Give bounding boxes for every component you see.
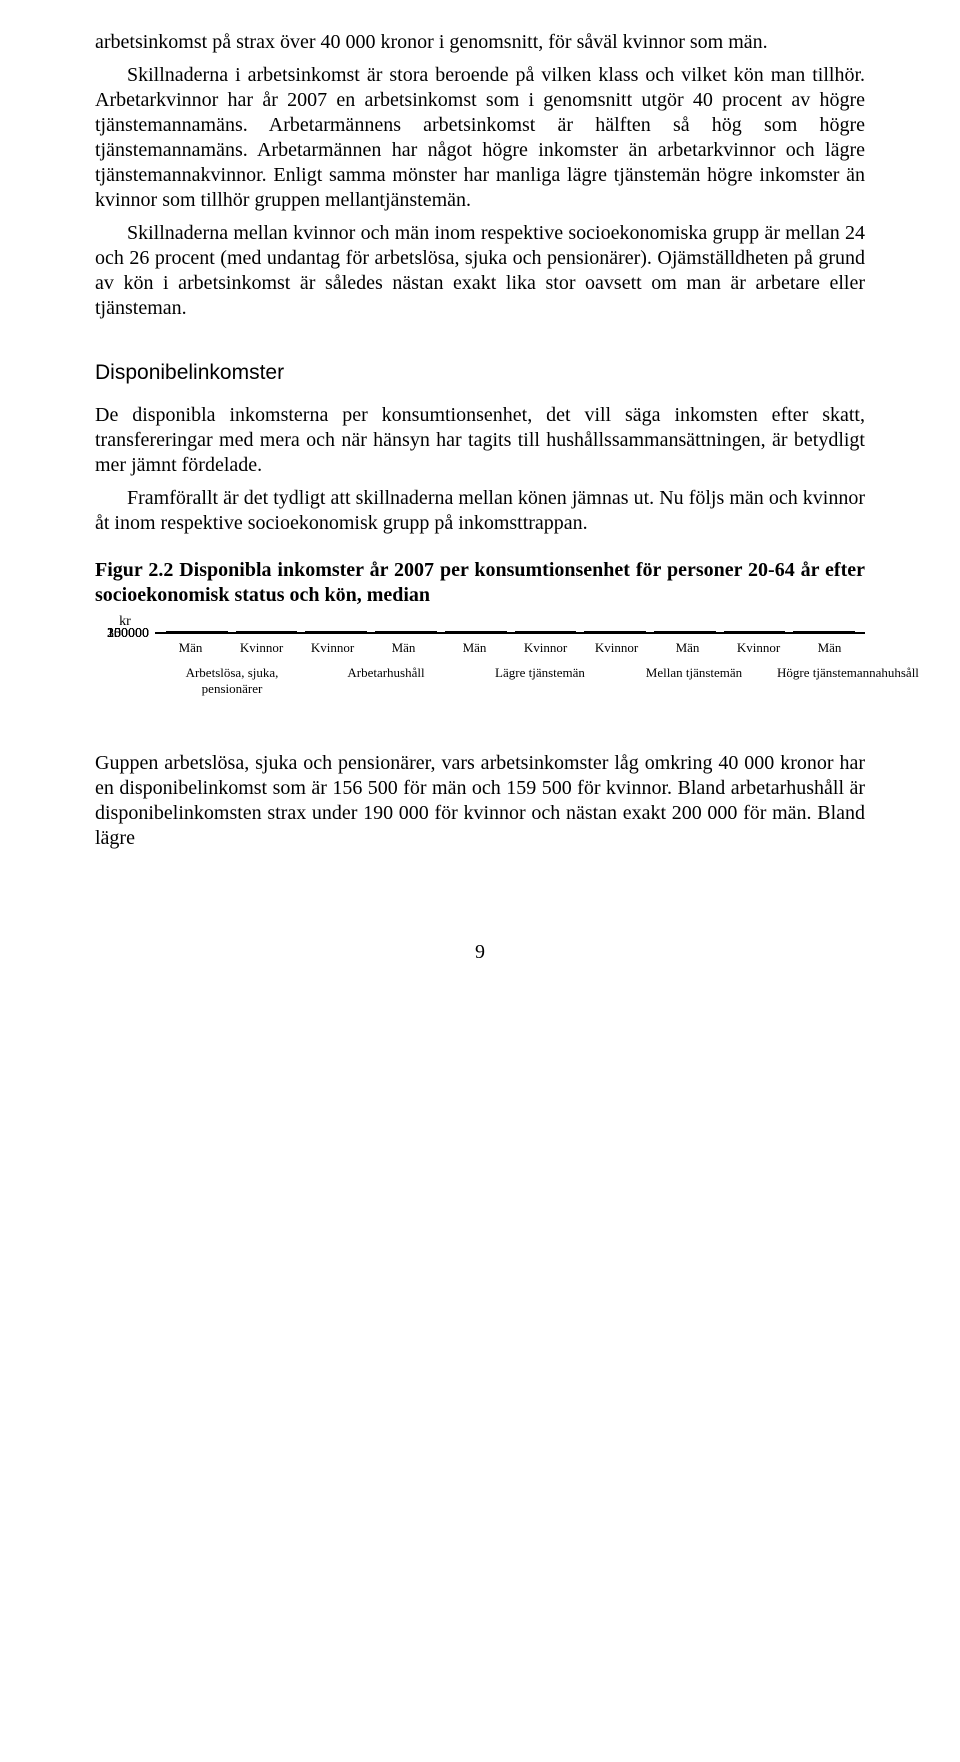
x-tick-label: Män (439, 634, 510, 656)
x-group-label: Arbetslösa, sjuka, pensionärer (155, 664, 309, 696)
y-tick-label: 300000 (107, 626, 149, 642)
x-tick-label: Kvinnor (297, 634, 368, 656)
x-axis-group-labels: Arbetslösa, sjuka, pensionärerArbetarhus… (155, 664, 925, 696)
x-tick-label: Kvinnor (723, 634, 794, 656)
paragraph: Skillnaderna mellan kvinnor och män inom… (95, 221, 865, 321)
text: Framförallt är det tydligt att skillnade… (95, 487, 865, 534)
x-group-label: Mellan tjänstemän (617, 664, 771, 696)
x-tick-label: Män (155, 634, 226, 656)
x-tick-label: Män (368, 634, 439, 656)
x-group-label: Arbetarhushåll (309, 664, 463, 696)
paragraph: Framförallt är det tydligt att skillnade… (95, 486, 865, 536)
bar-chart: kr 050000100000150000200000250000300000 … (95, 614, 865, 696)
x-tick-label: Män (794, 634, 865, 656)
x-axis-labels: MänKvinnorKvinnorMänMänKvinnorKvinnorMän… (155, 634, 865, 656)
figure-title: Figur 2.2 Disponibla inkomster år 2007 p… (95, 558, 865, 608)
x-tick-label: Kvinnor (510, 634, 581, 656)
x-group-label: Högre tjänstemannahuhsåll (771, 664, 925, 696)
text: Skillnaderna mellan kvinnor och män inom… (95, 222, 865, 319)
x-tick-label: Kvinnor (581, 634, 652, 656)
page-number: 9 (95, 941, 865, 964)
paragraph: De disponibla inkomsterna per konsumtion… (95, 403, 865, 478)
paragraph: Guppen arbetslösa, sjuka och pensionärer… (95, 751, 865, 851)
text: De disponibla inkomsterna per konsumtion… (95, 404, 865, 476)
paragraph: arbetsinkomst på strax över 40 000 krono… (95, 30, 865, 55)
x-tick-label: Kvinnor (226, 634, 297, 656)
text: arbetsinkomst på strax över 40 000 krono… (95, 31, 768, 53)
text: Skillnaderna i arbetsinkomst är stora be… (95, 64, 865, 211)
paragraph: Skillnaderna i arbetsinkomst är stora be… (95, 63, 865, 213)
text: Guppen arbetslösa, sjuka och pensionärer… (95, 752, 865, 849)
x-tick-label: Män (652, 634, 723, 656)
plot-area (155, 632, 865, 634)
y-axis: kr 050000100000150000200000250000300000 (95, 614, 155, 634)
gridline (156, 632, 865, 633)
x-group-label: Lägre tjänstemän (463, 664, 617, 696)
section-title: Disponibelinkomster (95, 361, 865, 385)
